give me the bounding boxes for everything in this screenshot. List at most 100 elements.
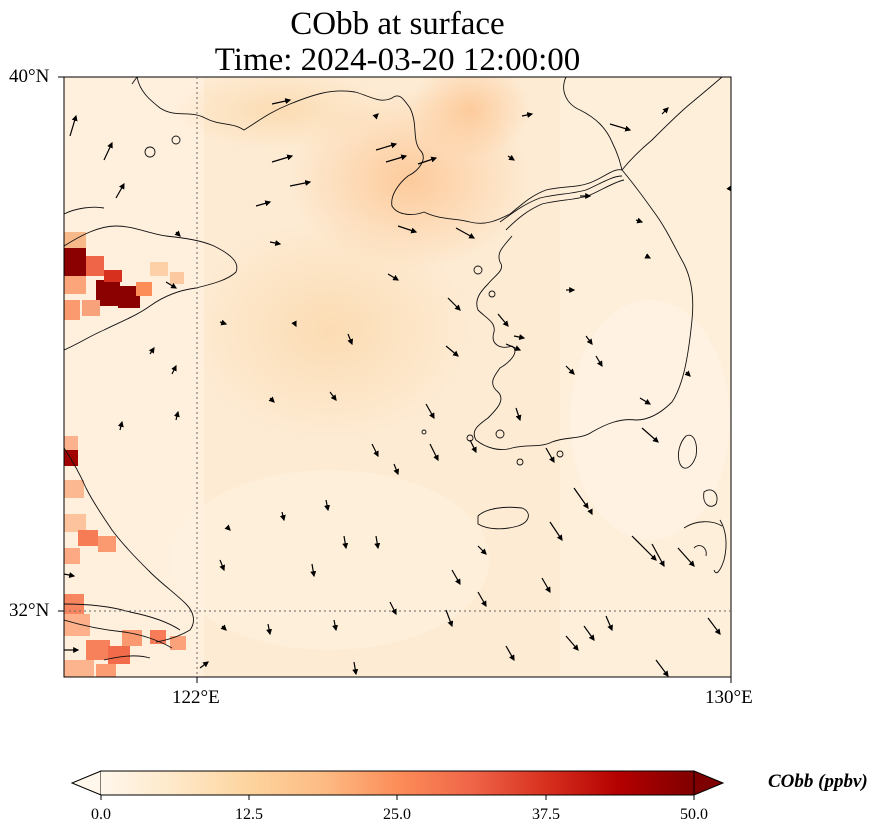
- colorbar-tick: 0.0: [91, 806, 111, 823]
- wind-arrow: [224, 524, 231, 531]
- wind-arrow: [103, 141, 113, 161]
- wind-arrow: [271, 154, 294, 163]
- wind-arrow: [455, 227, 476, 239]
- coastlines: [64, 77, 727, 661]
- wind-arrow: [372, 113, 379, 120]
- wind-arrow: [291, 320, 297, 328]
- wind-arrow: [505, 343, 522, 351]
- plot-title: CObb at surface: [290, 6, 505, 42]
- lon-label-122e: 122°E: [172, 687, 220, 708]
- wind-arrow: [417, 156, 438, 165]
- wind-arrow: [324, 499, 331, 512]
- wind-arrow: [266, 623, 273, 636]
- wind-arrow: [220, 624, 227, 631]
- wind-arrow: [375, 142, 398, 151]
- colorbar: [70, 770, 725, 800]
- colorbar-tick: 25.0: [383, 806, 411, 823]
- hotspot-north: [64, 232, 184, 320]
- wind-arrow: [497, 313, 509, 327]
- wind-arrow: [445, 345, 459, 357]
- wind-arrow: [507, 154, 515, 161]
- wind-arrow: [173, 410, 180, 421]
- lon-label-130e: 130°E: [705, 687, 753, 708]
- wind-arrow: [447, 297, 461, 311]
- wind-arrow: [397, 225, 418, 234]
- wind-arrow: [69, 114, 78, 137]
- wind-arrow: [605, 615, 613, 632]
- colorbar-extend-high: [693, 770, 725, 796]
- wind-arrow: [521, 111, 534, 118]
- wind-arrow: [655, 659, 669, 677]
- wind-arrow: [707, 617, 721, 635]
- wind-arrow: [635, 217, 644, 224]
- hotspot-south: [64, 594, 186, 677]
- wind-arrow: [171, 364, 177, 375]
- wind-arrow: [469, 439, 477, 454]
- wind-arrow: [583, 625, 595, 641]
- wind-arrow: [117, 420, 124, 431]
- wind-arrow: [387, 273, 400, 281]
- wind-arrow: [505, 645, 515, 662]
- wind-arrow: [677, 547, 695, 567]
- axis-ticks: [58, 76, 732, 683]
- wind-vectors: [64, 98, 731, 677]
- wind-arrow: [684, 370, 691, 377]
- wind-arrow: [565, 365, 575, 375]
- wind-arrow: [445, 609, 454, 628]
- wind-arrow: [289, 179, 312, 187]
- wind-arrow: [268, 396, 275, 403]
- hotspot-middle: [64, 436, 116, 564]
- wind-arrow: [541, 577, 551, 594]
- colorbar-extend-low: [70, 770, 102, 796]
- wind-arrow: [515, 407, 522, 422]
- lat-label-32n: 32°N: [9, 600, 50, 621]
- colorbar-gradient: [101, 771, 694, 795]
- colorbar-tick: 12.5: [235, 806, 263, 823]
- wind-arrow: [587, 508, 593, 516]
- lat-label-40n: 40°N: [9, 66, 50, 87]
- wind-arrow: [389, 601, 397, 616]
- colorbar-tick: 37.5: [532, 806, 560, 823]
- colorbar-tick: 50.0: [680, 806, 708, 823]
- colorbar-label: CObb (ppbv): [768, 771, 868, 792]
- wind-arrow: [64, 572, 76, 579]
- wind-arrow: [347, 333, 354, 346]
- wind-arrow: [639, 397, 652, 405]
- wind-arrow: [573, 487, 589, 509]
- wind-arrow: [545, 447, 555, 464]
- wind-arrow: [565, 635, 579, 651]
- wind-arrow: [513, 334, 526, 341]
- wind-arrow: [374, 535, 381, 550]
- wind-arrow: [199, 661, 209, 669]
- wind-arrow: [115, 182, 125, 199]
- wind-arrow: [165, 281, 178, 289]
- wind-arrow: [429, 443, 439, 462]
- wind-arrow: [726, 184, 731, 192]
- wind-arrow: [352, 661, 359, 676]
- wind-arrow: [279, 511, 286, 522]
- wind-arrow: [255, 200, 272, 207]
- wind-arrow: [332, 619, 339, 632]
- map-frame: [63, 76, 732, 678]
- wind-arrow: [174, 230, 181, 237]
- wind-arrow: [477, 591, 487, 608]
- wind-arrow: [329, 391, 337, 401]
- wind-arrow: [595, 355, 603, 368]
- wind-arrow: [271, 98, 292, 105]
- wind-arrow: [425, 403, 435, 420]
- wind-arrow: [385, 154, 408, 163]
- wind-arrow: [371, 443, 379, 458]
- wind-arrow: [585, 335, 593, 345]
- wind-arrow: [641, 427, 659, 443]
- wind-arrow: [148, 347, 155, 355]
- wind-arrow: [651, 543, 665, 568]
- wind-arrow: [451, 569, 461, 586]
- wind-arrow: [393, 463, 400, 476]
- wind-arrow: [269, 240, 282, 247]
- wind-arrow: [609, 123, 632, 132]
- wind-arrow: [631, 535, 657, 561]
- wind-arrow: [661, 107, 669, 115]
- wind-arrow: [219, 559, 226, 572]
- plot-subtitle-time: Time: 2024-03-20 12:00:00: [214, 42, 581, 78]
